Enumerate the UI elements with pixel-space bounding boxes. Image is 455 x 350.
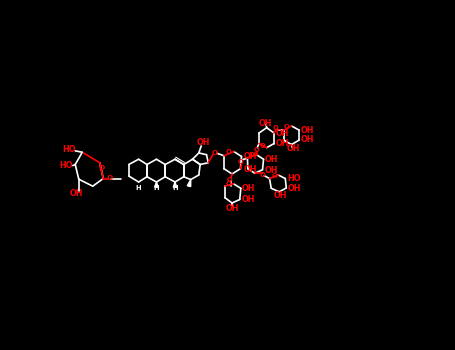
Text: OH: OH (242, 184, 255, 193)
Text: O: O (225, 149, 231, 155)
Text: OH: OH (196, 138, 210, 147)
Text: OH: OH (70, 189, 83, 198)
Text: OH: OH (273, 191, 287, 201)
Text: O: O (284, 124, 290, 130)
Text: OH: OH (225, 204, 239, 213)
Polygon shape (155, 182, 158, 187)
Text: O: O (273, 125, 278, 131)
Text: O: O (226, 181, 232, 187)
Text: H: H (154, 185, 159, 191)
Text: O: O (254, 147, 259, 153)
Text: OH: OH (300, 135, 314, 145)
Text: O: O (260, 172, 265, 178)
Text: O: O (248, 152, 254, 158)
Text: O: O (227, 176, 232, 183)
Text: OH: OH (243, 152, 257, 161)
Text: O: O (106, 175, 113, 182)
Text: O: O (212, 150, 218, 156)
Text: HO: HO (59, 161, 72, 170)
Text: OH: OH (243, 165, 257, 174)
Text: OH: OH (265, 155, 278, 164)
Text: OH: OH (265, 166, 278, 175)
Text: H: H (172, 185, 178, 191)
Text: O: O (260, 143, 265, 149)
Text: OH: OH (300, 126, 314, 135)
Text: H: H (136, 185, 142, 191)
Text: OH: OH (242, 195, 255, 204)
Text: OH: OH (288, 184, 301, 193)
Text: OH: OH (258, 119, 272, 128)
Text: O: O (272, 173, 278, 179)
Polygon shape (173, 182, 177, 187)
Text: O: O (98, 165, 105, 171)
Text: OH: OH (286, 144, 300, 153)
Text: HO: HO (288, 174, 301, 183)
Text: O: O (238, 159, 244, 166)
Text: OH: OH (276, 128, 289, 138)
Text: OH: OH (276, 139, 289, 148)
Polygon shape (187, 180, 191, 187)
Text: HO: HO (62, 145, 76, 154)
